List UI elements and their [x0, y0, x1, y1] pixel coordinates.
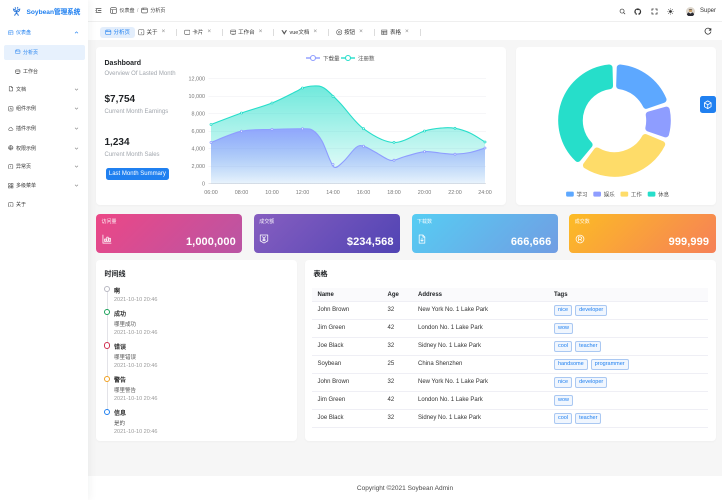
svg-text:20:00: 20:00	[418, 190, 432, 196]
svg-text:18:00: 18:00	[387, 190, 401, 196]
svg-text:学习: 学习	[576, 190, 587, 198]
svg-text:14:00: 14:00	[326, 190, 340, 196]
svg-text:注册数: 注册数	[358, 54, 375, 62]
svg-text:12,000: 12,000	[189, 77, 206, 83]
svg-text:6,000: 6,000	[192, 129, 206, 135]
svg-text:娱乐: 娱乐	[603, 190, 615, 198]
svg-text:0: 0	[202, 182, 205, 188]
svg-text:10:00: 10:00	[265, 190, 279, 196]
svg-text:24:00: 24:00	[478, 190, 492, 196]
svg-text:10,000: 10,000	[189, 94, 206, 100]
svg-text:08:00: 08:00	[235, 190, 249, 196]
svg-text:16:00: 16:00	[357, 190, 371, 196]
svg-text:06:00: 06:00	[204, 190, 218, 196]
svg-text:工作: 工作	[630, 190, 642, 198]
svg-text:8,000: 8,000	[192, 112, 206, 118]
svg-text:休息: 休息	[658, 190, 670, 198]
svg-text:22:00: 22:00	[448, 190, 462, 196]
svg-text:下载量: 下载量	[323, 54, 340, 62]
svg-text:2,000: 2,000	[192, 164, 206, 170]
svg-text:4,000: 4,000	[192, 147, 206, 153]
svg-text:12:00: 12:00	[296, 190, 310, 196]
